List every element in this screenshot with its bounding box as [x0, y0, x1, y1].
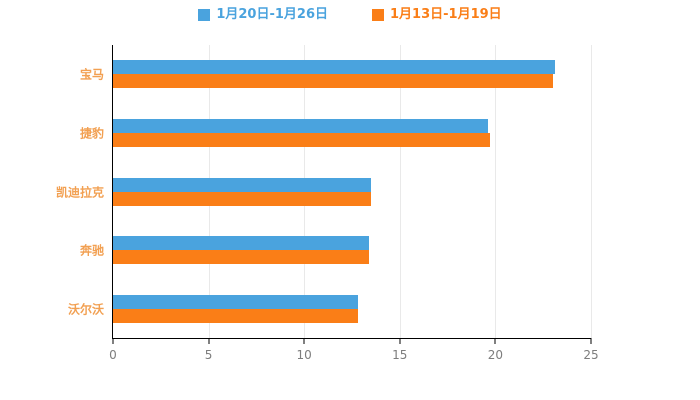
legend-swatch-series2 — [372, 9, 384, 21]
x-tick-label: 5 — [204, 348, 213, 362]
legend-item-series1[interactable]: 1月20日-1月26日 — [198, 8, 328, 22]
plot-area: 0 5 10 15 20 25 宝马捷豹凯迪拉克奔驰沃尔沃 — [56, 45, 599, 362]
bar-series2[interactable] — [113, 308, 358, 323]
bar-series1[interactable] — [113, 177, 372, 192]
legend-item-series2[interactable]: 1月13日-1月19日 — [372, 8, 502, 22]
x-tick-mark — [494, 338, 496, 344]
x-tick-label: 10 — [296, 348, 312, 362]
chart-legend: 1月20日-1月26日 1月13日-1月19日 — [0, 8, 700, 22]
bar-series2[interactable] — [113, 191, 372, 206]
gridline — [495, 45, 497, 338]
gridline — [399, 45, 401, 338]
x-tick-mark — [112, 338, 114, 344]
bar-series1[interactable] — [113, 118, 488, 133]
legend-label-series2: 1月13日-1月19日 — [390, 7, 502, 22]
bar-series1[interactable] — [113, 60, 555, 75]
y-category-label: 捷豹 — [79, 126, 104, 141]
gridline — [591, 45, 592, 338]
x-tick-mark — [208, 338, 210, 344]
x-tick-label: 25 — [583, 348, 599, 362]
legend-label-series1: 1月20日-1月26日 — [216, 7, 328, 22]
y-category-label: 凯迪拉克 — [55, 185, 104, 199]
x-tick-mark — [399, 338, 401, 344]
bar-series2[interactable] — [113, 132, 490, 147]
y-category-label: 宝马 — [79, 67, 104, 82]
legend-swatch-series1 — [198, 9, 211, 21]
y-category-label: 沃尔沃 — [67, 302, 104, 317]
y-category-label: 奔驰 — [79, 243, 104, 258]
bar-series1[interactable] — [113, 236, 370, 251]
x-tick-label: 15 — [392, 348, 408, 362]
x-tick-mark — [590, 338, 592, 344]
bar-series2[interactable] — [113, 250, 370, 265]
bar-series2[interactable] — [113, 74, 553, 89]
bar-series1[interactable] — [113, 294, 358, 309]
x-tick-label: 20 — [487, 348, 504, 362]
x-tick-label: 0 — [109, 348, 117, 362]
x-tick-mark — [303, 338, 305, 344]
